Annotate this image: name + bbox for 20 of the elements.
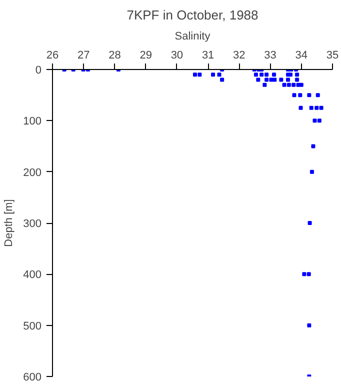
y-axis-title: Depth [m] — [3, 199, 16, 247]
x-tick-label: 26 — [46, 50, 59, 62]
x-tick-label: 30 — [170, 50, 184, 62]
x-tick-label: 31 — [202, 50, 214, 62]
x-tick-label: 29 — [140, 50, 152, 62]
x-tick-label: 35 — [326, 50, 339, 62]
x-axis-title: Salinity — [174, 30, 211, 42]
y-tick-label: 100 — [23, 116, 42, 128]
y-tick-label: 600 — [23, 372, 42, 384]
y-tick-label: 400 — [23, 269, 42, 282]
y-tick-label: 0 — [35, 64, 42, 76]
x-tick-label: 32 — [233, 50, 246, 62]
x-tick-label: 27 — [77, 50, 90, 62]
x-tick-label: 33 — [264, 50, 276, 62]
x-tick-label: 34 — [295, 50, 308, 62]
chart-title: 7KPF in October, 1988 — [126, 8, 258, 22]
y-tick-label: 200 — [23, 166, 42, 179]
x-tick-label: 28 — [108, 50, 121, 62]
y-tick-label: 300 — [23, 218, 42, 230]
y-tick-label: 500 — [23, 320, 42, 332]
